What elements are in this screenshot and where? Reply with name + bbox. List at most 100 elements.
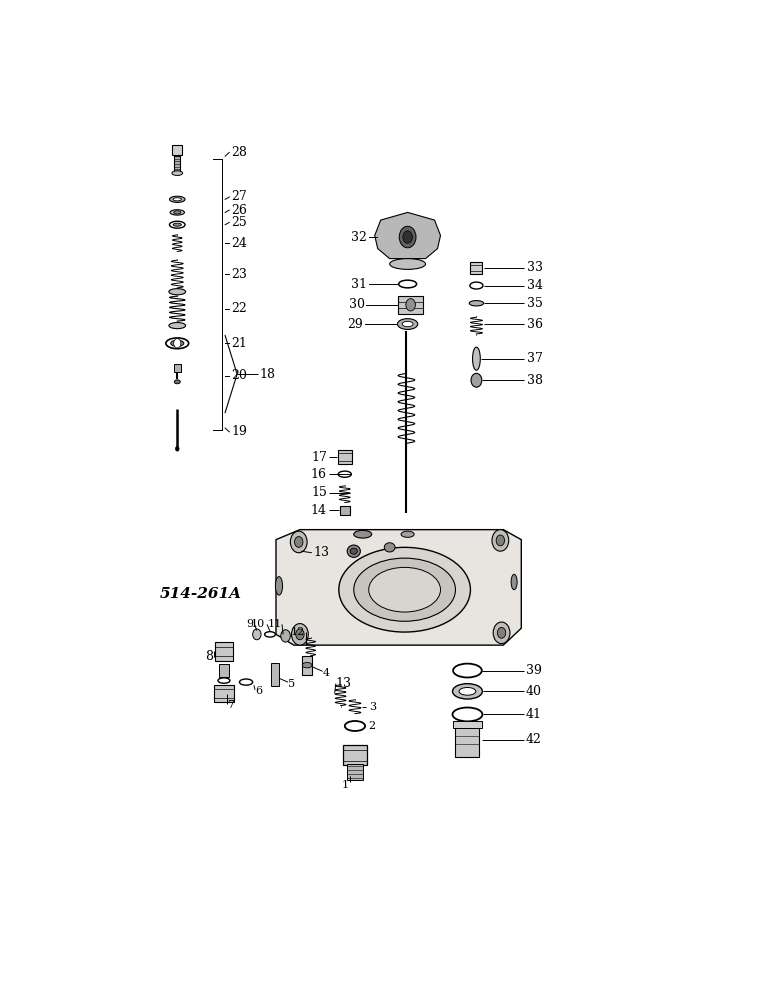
Text: 26: 26: [231, 204, 247, 217]
Text: 24: 24: [231, 237, 247, 250]
Text: 19: 19: [231, 425, 247, 438]
Bar: [303, 656, 312, 675]
Text: 16: 16: [311, 468, 327, 481]
Ellipse shape: [347, 545, 361, 557]
Ellipse shape: [173, 223, 181, 226]
Circle shape: [496, 535, 505, 546]
Ellipse shape: [174, 380, 181, 384]
Text: 41: 41: [526, 708, 542, 721]
Circle shape: [174, 339, 181, 348]
Text: 32: 32: [351, 231, 367, 244]
Text: 13: 13: [336, 677, 352, 690]
Bar: [398, 296, 423, 314]
Text: 35: 35: [527, 297, 543, 310]
Circle shape: [295, 537, 303, 547]
Circle shape: [290, 531, 307, 553]
Text: 42: 42: [526, 733, 542, 746]
Text: 20: 20: [231, 369, 247, 382]
Text: 39: 39: [526, 664, 542, 677]
Polygon shape: [374, 212, 441, 259]
Bar: [455, 723, 479, 757]
Text: 3: 3: [369, 702, 376, 712]
Bar: [337, 450, 352, 464]
Text: 9: 9: [246, 619, 253, 629]
Text: 4: 4: [323, 668, 330, 678]
Bar: [343, 745, 367, 765]
Bar: [347, 764, 363, 780]
Bar: [174, 364, 181, 372]
Bar: [470, 262, 482, 274]
Text: 31: 31: [351, 278, 367, 291]
Text: 12: 12: [290, 627, 305, 637]
Text: 30: 30: [348, 298, 364, 311]
Ellipse shape: [369, 567, 441, 612]
Text: 27: 27: [231, 190, 247, 204]
Text: 6: 6: [255, 686, 262, 696]
Ellipse shape: [303, 662, 312, 668]
Circle shape: [471, 373, 482, 387]
Text: 34: 34: [527, 279, 543, 292]
Text: 17: 17: [311, 451, 327, 464]
Text: 36: 36: [527, 318, 543, 331]
Text: 40: 40: [526, 685, 542, 698]
Text: 21: 21: [231, 337, 247, 350]
Ellipse shape: [452, 684, 482, 699]
Bar: [218, 664, 229, 677]
Circle shape: [292, 624, 308, 645]
Circle shape: [175, 446, 179, 451]
Circle shape: [493, 622, 510, 644]
Text: 7: 7: [227, 700, 234, 710]
Circle shape: [492, 530, 509, 551]
Ellipse shape: [390, 259, 425, 269]
Text: 8: 8: [205, 650, 213, 663]
Text: 13: 13: [313, 546, 329, 559]
Text: 5: 5: [288, 679, 295, 689]
Text: 10: 10: [251, 619, 266, 629]
Circle shape: [399, 226, 416, 248]
Bar: [453, 721, 482, 728]
Polygon shape: [276, 530, 521, 645]
Ellipse shape: [169, 323, 185, 329]
Text: 15: 15: [311, 486, 327, 499]
Circle shape: [296, 629, 304, 640]
Text: 28: 28: [231, 146, 247, 159]
Ellipse shape: [172, 171, 183, 175]
Ellipse shape: [170, 196, 185, 202]
Text: 23: 23: [231, 267, 247, 280]
Text: 22: 22: [231, 302, 247, 315]
Text: 38: 38: [527, 374, 543, 387]
Bar: [340, 506, 350, 515]
Text: 1: 1: [342, 780, 349, 790]
Ellipse shape: [169, 289, 185, 295]
Ellipse shape: [354, 530, 372, 538]
Ellipse shape: [401, 531, 415, 537]
Text: 29: 29: [347, 318, 363, 331]
Text: 33: 33: [527, 261, 543, 274]
Bar: [215, 642, 233, 661]
Circle shape: [497, 627, 506, 638]
Ellipse shape: [469, 301, 483, 306]
Ellipse shape: [402, 321, 413, 327]
Circle shape: [406, 299, 415, 311]
Bar: [172, 145, 182, 155]
Text: 11: 11: [268, 619, 282, 629]
Text: 37: 37: [527, 352, 543, 365]
Bar: [174, 156, 181, 172]
Bar: [271, 663, 279, 686]
Ellipse shape: [170, 210, 185, 215]
Ellipse shape: [174, 211, 181, 214]
Text: 14: 14: [311, 504, 327, 517]
Circle shape: [281, 630, 290, 642]
Ellipse shape: [350, 548, 357, 554]
Bar: [214, 685, 234, 702]
Text: 2: 2: [369, 721, 376, 731]
Text: 514-261A: 514-261A: [161, 587, 242, 601]
Circle shape: [403, 231, 412, 243]
Ellipse shape: [398, 319, 418, 329]
Ellipse shape: [511, 574, 517, 590]
Ellipse shape: [276, 577, 283, 595]
Ellipse shape: [354, 558, 455, 621]
Ellipse shape: [171, 340, 184, 346]
Ellipse shape: [339, 547, 470, 632]
Ellipse shape: [384, 543, 395, 552]
